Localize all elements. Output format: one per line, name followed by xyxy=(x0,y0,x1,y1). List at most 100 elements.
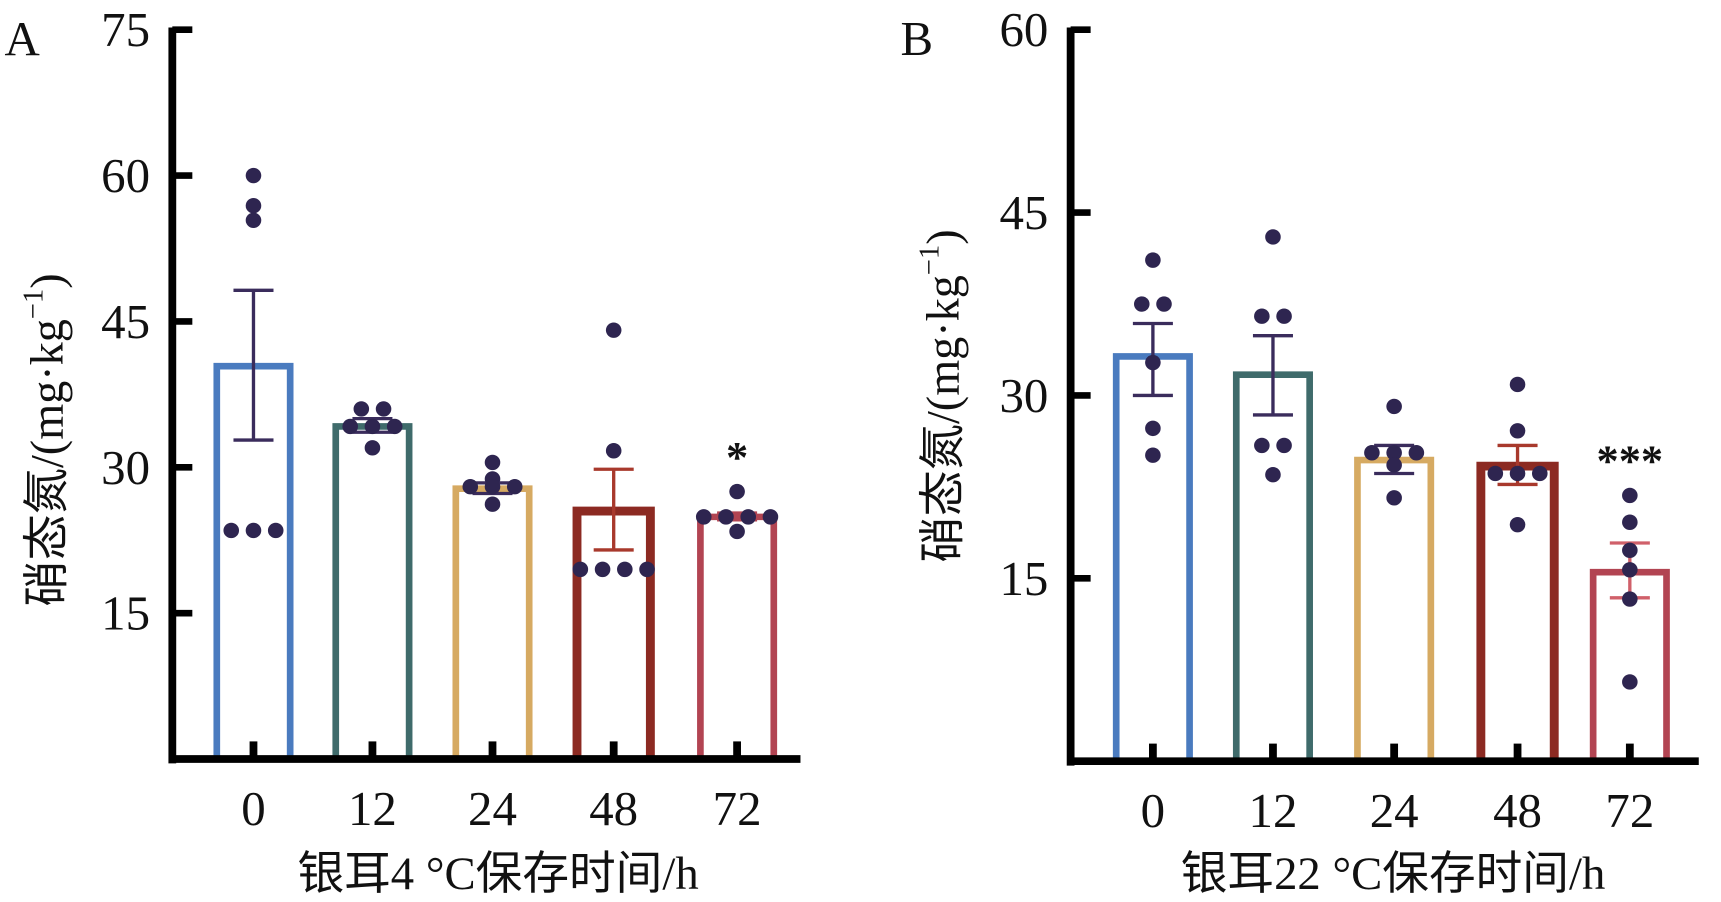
data-point xyxy=(1145,354,1161,371)
data-point xyxy=(1622,514,1638,530)
y-axis-title-close: ) xyxy=(22,273,73,288)
data-point xyxy=(605,443,622,459)
data-point xyxy=(639,561,655,578)
x-tick-label: 12 xyxy=(348,782,397,836)
data-point xyxy=(1265,229,1281,245)
data-point xyxy=(1509,465,1526,482)
data-point xyxy=(1622,487,1638,504)
y-axis-title-b: 硝态氮/(mg·kg−1) xyxy=(913,229,969,562)
data-point xyxy=(1276,308,1292,324)
y-tick-label: 45 xyxy=(999,186,1048,240)
bar-48 xyxy=(1476,461,1559,762)
data-point xyxy=(353,401,370,417)
x-tick-label: 0 xyxy=(241,782,265,836)
data-point xyxy=(1276,437,1292,454)
panel-b: B 硝态氮/(mg·kg−1) *** 15 30 45 60 0 12 24 48 72 银耳2… xyxy=(901,3,1699,900)
data-point xyxy=(1509,423,1526,439)
data-point xyxy=(342,418,358,435)
data-point xyxy=(762,509,779,525)
bar-12 xyxy=(332,423,413,760)
data-point xyxy=(1386,445,1402,461)
x-tick-label: 48 xyxy=(589,782,638,836)
data-point xyxy=(1487,465,1504,482)
data-point xyxy=(1386,457,1402,473)
data-point xyxy=(729,523,745,540)
y-axis-title-sup: −1 xyxy=(913,245,945,275)
plot-area-a: * 15 30 45 60 75 0 12 24 48 72 xyxy=(101,3,801,836)
data-point xyxy=(484,454,501,471)
data-point xyxy=(1145,252,1161,268)
data-point xyxy=(718,509,734,525)
x-axis-title-b: 银耳22 °C保存时间/h xyxy=(1181,849,1606,900)
significance-marker: * xyxy=(726,433,748,482)
bar-12 xyxy=(1232,371,1313,762)
bar-0 xyxy=(1112,353,1193,762)
x-tick-label: 24 xyxy=(468,782,517,836)
data-point xyxy=(1408,445,1425,461)
data-point xyxy=(223,522,240,539)
data-point xyxy=(484,496,501,512)
panel-a: A 硝态氮/(mg·kg−1) * 15 30 45 60 75 0 12 24 48 72 银耳4… xyxy=(4,3,801,900)
data-point xyxy=(1156,296,1172,312)
y-axis-title-text-b: 硝态氮/(mg·kg−1) xyxy=(913,229,969,562)
data-point xyxy=(245,167,262,184)
data-point xyxy=(386,418,403,435)
error-bar-48 xyxy=(593,467,634,552)
data-point xyxy=(594,561,611,578)
data-point xyxy=(1364,445,1380,461)
x-tick-label: 72 xyxy=(1605,784,1654,838)
data-point xyxy=(245,522,262,539)
data-point xyxy=(605,322,622,338)
y-axis-title-main: 硝态氮/(mg·kg xyxy=(22,319,73,606)
panel-label-a: A xyxy=(4,12,39,66)
plot-area-b: *** 15 30 45 60 0 12 24 48 72 xyxy=(999,3,1699,838)
y-tick-label: 60 xyxy=(101,149,150,203)
y-tick-label: 15 xyxy=(101,587,150,641)
panel-label-b: B xyxy=(901,12,934,66)
y-axis-title-main: 硝态氮/(mg·kg xyxy=(918,275,969,562)
data-point xyxy=(1254,308,1270,324)
bar-72 xyxy=(697,513,778,760)
data-point xyxy=(1145,447,1161,463)
data-point xyxy=(1622,591,1638,607)
data-point xyxy=(1265,466,1281,483)
y-tick-label: 30 xyxy=(999,369,1048,423)
x-tick-label: 72 xyxy=(713,782,762,836)
x-tick-label: 24 xyxy=(1370,784,1419,838)
y-axis-title-a: 硝态氮/(mg·kg−1) xyxy=(17,273,73,606)
data-point xyxy=(1386,398,1402,415)
data-point xyxy=(1532,465,1548,482)
error-bar-12 xyxy=(1252,334,1293,417)
data-point xyxy=(484,479,501,495)
data-point xyxy=(729,483,745,500)
data-point xyxy=(364,418,381,435)
data-point xyxy=(1509,376,1526,393)
significance-marker: *** xyxy=(1596,437,1663,486)
data-point xyxy=(267,522,284,539)
data-point xyxy=(740,509,756,525)
x-axis-title-a: 银耳4 °C保存时间/h xyxy=(297,849,698,900)
data-point xyxy=(375,401,392,417)
y-tick-label: 75 xyxy=(101,3,150,57)
x-tick-label: 12 xyxy=(1249,784,1298,838)
bar-24 xyxy=(452,485,533,760)
x-tick-label: 0 xyxy=(1141,784,1165,838)
data-point xyxy=(1509,516,1526,533)
data-point xyxy=(1622,542,1638,558)
data-point xyxy=(1133,296,1150,312)
data-point xyxy=(1386,490,1402,506)
data-point xyxy=(1254,437,1270,454)
data-point xyxy=(1622,562,1638,578)
data-point xyxy=(245,198,262,214)
data-point xyxy=(572,561,589,578)
error-bar-0 xyxy=(233,288,274,442)
y-tick-label: 60 xyxy=(999,3,1048,57)
data-point xyxy=(695,509,712,525)
data-point xyxy=(1622,674,1638,690)
data-point xyxy=(617,561,633,578)
data-point xyxy=(462,479,479,495)
y-axis-title-sup: −1 xyxy=(17,289,49,319)
data-point xyxy=(1145,420,1161,437)
data-point xyxy=(506,479,523,495)
